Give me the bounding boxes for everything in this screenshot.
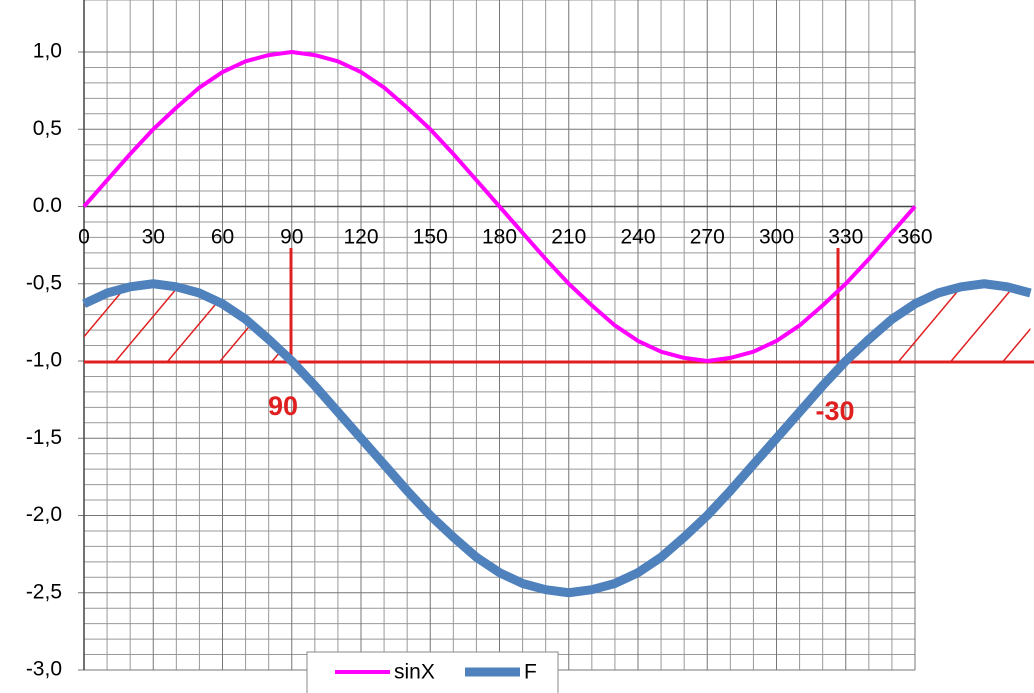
annotation: -30 xyxy=(815,396,854,426)
annotation: 90 xyxy=(268,391,298,421)
y-tick-label: -0,5 xyxy=(26,271,62,294)
series-line xyxy=(82,279,1032,598)
x-tick-label: 210 xyxy=(551,226,586,249)
y-tick-label: 1,0 xyxy=(33,40,62,63)
y-tick-label: -3,0 xyxy=(26,658,62,681)
x-tick-label: 300 xyxy=(759,226,794,249)
legend-label: sinX xyxy=(394,661,435,684)
x-tick-label: 90 xyxy=(280,226,303,249)
x-tick-label: 0 xyxy=(78,226,90,249)
x-tick-label: 60 xyxy=(211,226,234,249)
series-line xyxy=(82,50,917,363)
x-tick-label: 330 xyxy=(828,226,863,249)
x-tick-label: 270 xyxy=(690,226,725,249)
legend-label: F xyxy=(524,661,537,684)
x-tick-label: 180 xyxy=(482,226,517,249)
x-tick-label: 240 xyxy=(620,226,655,249)
x-tick-label: 120 xyxy=(343,226,378,249)
y-tick-label: -2,5 xyxy=(26,580,62,603)
y-tick-label: -1,0 xyxy=(26,349,62,372)
x-tick-label: 360 xyxy=(897,226,932,249)
x-tick-label: 150 xyxy=(413,226,448,249)
y-tick-label: -2,0 xyxy=(26,503,62,526)
y-tick-label: -1,5 xyxy=(26,426,62,449)
y-tick-label: 0,5 xyxy=(33,117,62,140)
y-tick-label: 0.0 xyxy=(33,194,62,217)
x-tick-label: 30 xyxy=(142,226,165,249)
